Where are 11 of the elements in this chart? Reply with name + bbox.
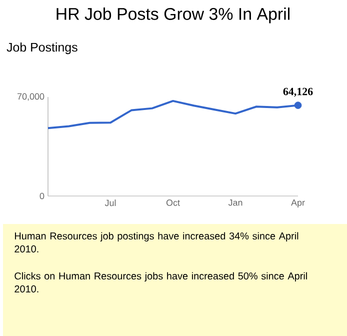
chart-subtitle: Job Postings: [6, 42, 78, 54]
x-tick-label: Oct: [166, 200, 180, 206]
y-tick-label: 0: [40, 192, 44, 200]
text: Clicks on Human Resources jobs have increased 50% since April 2010.: [14, 272, 307, 292]
x-tick-label: Jul: [104, 200, 116, 206]
x-tick-label: Apr: [291, 200, 305, 208]
y-tick-label: 70,000: [18, 93, 44, 101]
data-label: 64,126: [283, 88, 313, 97]
text: Human Resources job postings have increased 34% since April 2010.: [14, 232, 298, 252]
x-tick-label: Jan: [228, 200, 242, 206]
chart-title: HR Job Posts Grow 3% In April: [56, 8, 290, 24]
